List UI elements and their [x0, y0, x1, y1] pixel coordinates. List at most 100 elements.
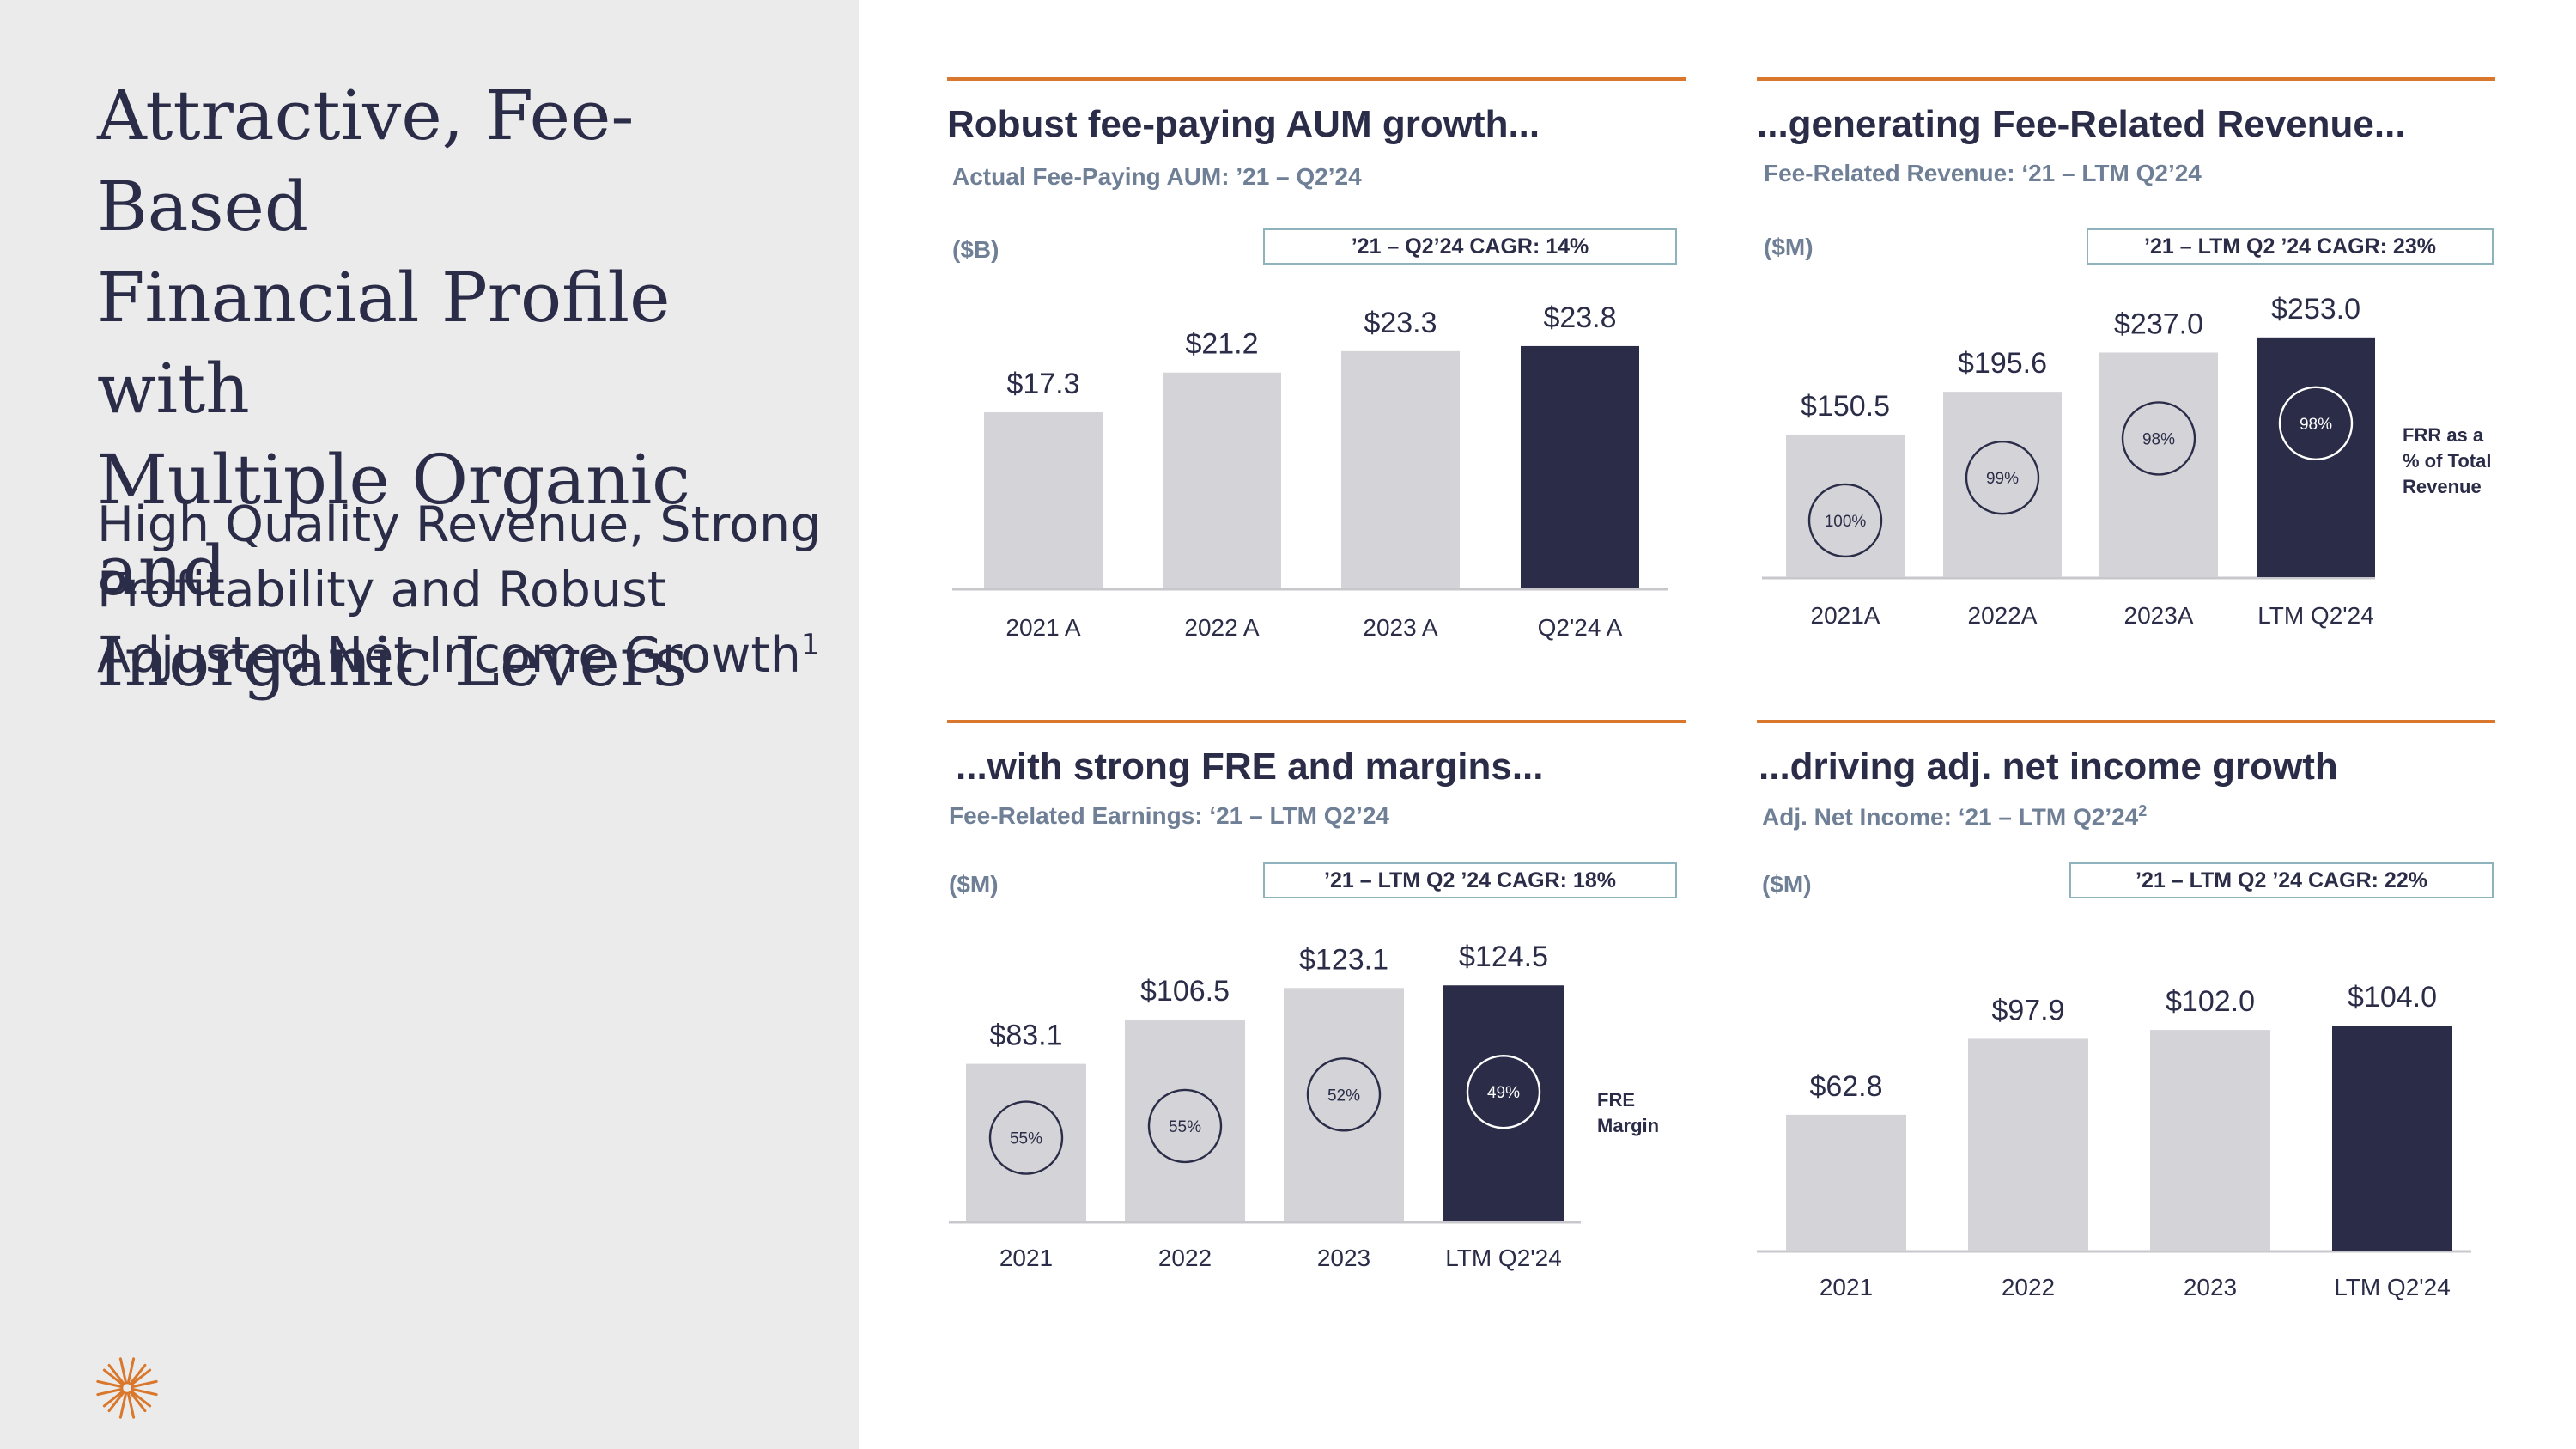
- data-label: $17.3: [1006, 368, 1079, 400]
- side-note-line: % of Total: [2403, 450, 2492, 472]
- percentage-label: 99%: [1986, 470, 2019, 488]
- bar: [1943, 392, 2062, 577]
- page-subtitle-line: Profitability and Robust: [97, 562, 667, 618]
- category-label: 2022 A: [1184, 614, 1260, 641]
- side-note: FRE Margin: [1597, 1087, 1659, 1139]
- category-label: 2022A: [1968, 602, 2038, 629]
- bar: [1443, 985, 1564, 1221]
- panel-title: ...generating Fee-Related Revenue...: [1757, 103, 2406, 145]
- cagr-badge: ’21 – Q2’24 CAGR: 14%: [1263, 228, 1677, 265]
- percentage-label: 98%: [2300, 416, 2332, 434]
- panel-subtitle: Actual Fee-Paying AUM: ’21 – Q2’24: [952, 163, 1362, 190]
- bar-chart-ni: $62.8 2021 $97.9 2022 $102.0 2023 $104.0 LTM Q2…: [1757, 981, 2471, 1300]
- page-title-line: Multiple Organic and: [97, 440, 690, 611]
- footnote-marker: 1: [800, 628, 820, 662]
- footnote-marker: 2: [2138, 802, 2148, 819]
- side-note-line: Margin: [1597, 1115, 1660, 1136]
- cagr-badge: ’21 – LTM Q2 ’24 CAGR: 23%: [2087, 228, 2494, 265]
- chart-panel-aum: Robust fee-paying AUM growth... Actual F…: [947, 77, 1686, 730]
- data-label: $150.5: [1801, 390, 1890, 423]
- data-label: $102.0: [2166, 985, 2255, 1018]
- cagr-badge: ’21 – LTM Q2 ’24 CAGR: 18%: [1263, 862, 1677, 898]
- category-label: LTM Q2'24: [1445, 1245, 1562, 1271]
- bar: [966, 1063, 1086, 1221]
- percentage-label: 55%: [1169, 1118, 1201, 1136]
- unit-label: ($M): [1764, 234, 1814, 260]
- chart-panel-fre: ...with strong FRE and margins... Fee-Re…: [947, 720, 1686, 1373]
- page-subtitle: High Quality Revenue, Strong Profitabili…: [97, 492, 835, 688]
- percentage-label: 98%: [2142, 430, 2175, 448]
- category-label: 2023 A: [1363, 614, 1438, 641]
- bar: [1125, 1019, 1245, 1221]
- category-label: 2022: [1158, 1245, 1212, 1271]
- percentage-label: 100%: [1825, 513, 1867, 531]
- percentage-circle: [988, 1100, 1064, 1175]
- page-title-line: Attractive, Fee-Based: [97, 76, 635, 247]
- panel-title: ...with strong FRE and margins...: [956, 746, 1544, 788]
- bar: [1968, 1038, 2088, 1251]
- panel-accent-rule: [1757, 77, 2495, 81]
- bar: [1284, 988, 1404, 1221]
- category-label: 2021: [999, 1245, 1053, 1271]
- data-label: $97.9: [1991, 994, 2064, 1026]
- page-subtitle-line: Adjusted Net Income Growth: [97, 627, 801, 684]
- chart-panel-frr: ...generating Fee-Related Revenue... Fee…: [1757, 77, 2495, 730]
- unit-label: ($M): [1762, 871, 1812, 898]
- category-label: 2023: [2184, 1274, 2237, 1300]
- data-label: $62.8: [1809, 1070, 1882, 1103]
- bar: [1163, 372, 1281, 588]
- percentage-circle: [2121, 401, 2196, 476]
- unit-label: ($B): [952, 236, 999, 263]
- side-note: FRR as a % of Total Revenue: [2403, 423, 2491, 500]
- panel-subtitle: Fee-Related Revenue: ‘21 – LTM Q2’24: [1764, 160, 2202, 186]
- category-label: 2022: [2002, 1274, 2055, 1300]
- bar: [1786, 434, 1905, 577]
- data-label: $195.6: [1958, 347, 2047, 380]
- page-subtitle-line: High Quality Revenue, Strong: [97, 496, 822, 553]
- unit-label: ($M): [949, 871, 999, 898]
- percentage-label: 49%: [1487, 1084, 1520, 1102]
- left-panel: Attractive, Fee-Based Financial Profile …: [0, 0, 859, 1449]
- data-label: $237.0: [2114, 307, 2203, 340]
- percentage-circle: [1306, 1057, 1382, 1132]
- percentage-circle: [2278, 386, 2354, 461]
- panel-title: ...driving adj. net income growth: [1759, 746, 2338, 788]
- bar: [1521, 345, 1639, 588]
- category-label: 2021 A: [1005, 614, 1081, 641]
- category-label: 2023A: [2124, 602, 2194, 629]
- bar: [2257, 337, 2375, 577]
- percentage-label: 52%: [1327, 1087, 1360, 1105]
- category-label: Q2'24 A: [1538, 614, 1623, 641]
- chart-panel-ni: ...driving adj. net income growth Adj. N…: [1757, 720, 2495, 1373]
- data-label: $106.5: [1140, 975, 1230, 1008]
- percentage-circle: [1807, 483, 1883, 558]
- panel-accent-rule: [1757, 720, 2495, 723]
- panel-title: Robust fee-paying AUM growth...: [947, 103, 1540, 145]
- data-label: $23.3: [1364, 307, 1437, 339]
- panel-subtitle-text: Adj. Net Income: ‘21 – LTM Q2’24: [1762, 803, 2139, 831]
- data-label: $123.1: [1299, 943, 1388, 976]
- percentage-circle: [1147, 1088, 1223, 1164]
- data-label: $124.5: [1459, 941, 1548, 973]
- cagr-badge: ’21 – LTM Q2 ’24 CAGR: 22%: [2069, 862, 2494, 898]
- bar-chart-fre: $83.1 2021 55% $106.5 2022 55% $123.1 2023 52% $1…: [949, 941, 1581, 1271]
- data-label: $83.1: [989, 1020, 1062, 1052]
- bar: [1786, 1114, 1906, 1251]
- data-label: $23.8: [1543, 301, 1616, 334]
- bar: [2332, 1026, 2452, 1251]
- data-label: $21.2: [1185, 328, 1258, 361]
- category-label: 2023: [1317, 1245, 1370, 1271]
- panel-accent-rule: [947, 77, 1686, 81]
- category-label: LTM Q2'24: [2334, 1274, 2451, 1300]
- panel-subtitle: Adj. Net Income: ‘21 – LTM Q2’242: [1762, 802, 2147, 831]
- panel-subtitle: Fee-Related Earnings: ‘21 – LTM Q2’24: [949, 802, 1389, 829]
- page-title-line: Inorganic Levers: [97, 622, 689, 702]
- bar: [1341, 350, 1460, 588]
- percentage-circle: [1965, 440, 2040, 515]
- bar-chart-aum: $17.3 2021 A $21.2 2022 A $23.3 2023 A $23.8 Q2…: [952, 301, 1668, 641]
- panel-accent-rule: [947, 720, 1686, 723]
- percentage-circle: [1466, 1055, 1541, 1129]
- bar: [2150, 1030, 2270, 1251]
- starburst-logo-icon: [96, 1357, 158, 1419]
- percentage-label: 55%: [1010, 1130, 1042, 1148]
